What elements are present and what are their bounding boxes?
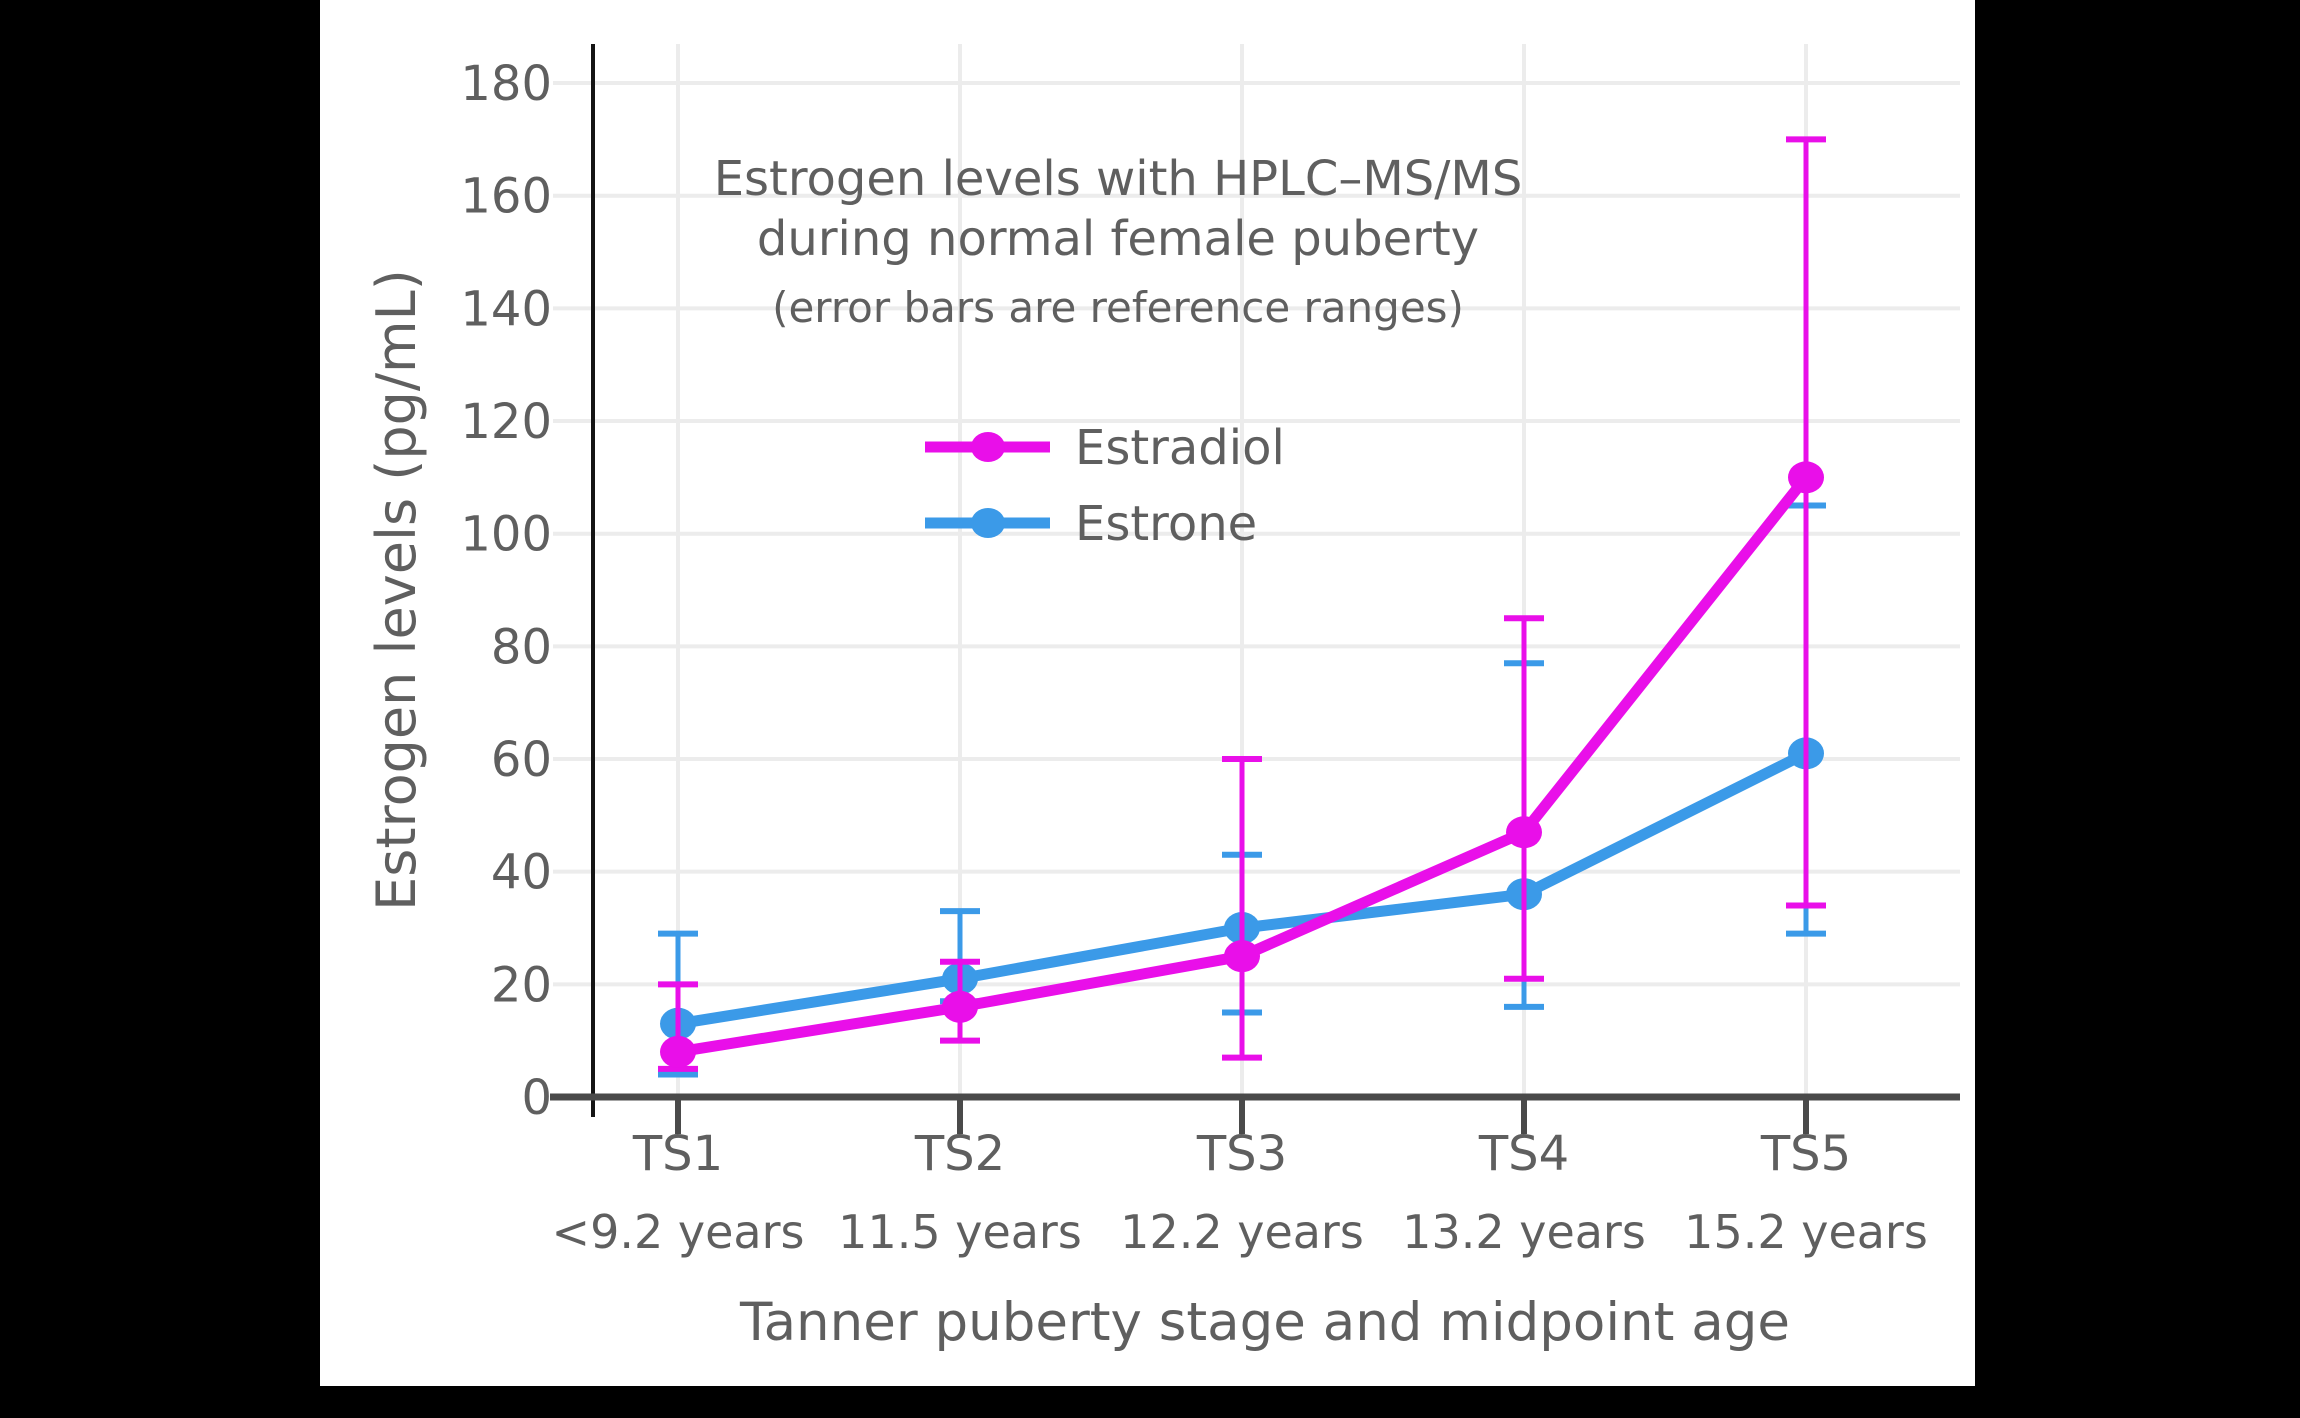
data-point-marker: [1224, 940, 1260, 973]
x-tick-sublabel: 13.2 years: [1402, 1205, 1646, 1259]
x-axis-title: Tanner puberty stage and midpoint age: [739, 1292, 1790, 1353]
x-tick-sublabel: 12.2 years: [1120, 1205, 1364, 1259]
x-tick-label: TS5: [1760, 1126, 1851, 1182]
x-tick-label: TS3: [1196, 1126, 1287, 1182]
y-tick-label: 100: [460, 507, 552, 563]
data-point-marker: [1788, 461, 1824, 494]
data-point-marker: [942, 990, 978, 1023]
y-tick-label: 160: [460, 169, 552, 225]
legend-label: Estrone: [1075, 496, 1257, 552]
chart-dynamic-layer: 0 20 40 60 80 100 120 140 160 180 TS1 <9.2 years TS2…: [320, 0, 1975, 1386]
x-tick-sublabel: <9.2 years: [552, 1205, 805, 1259]
chart-panel-background: [320, 0, 1975, 1386]
y-tick-label: 60: [491, 732, 552, 788]
chart-title-line1: Estrogen levels with HPLC–MS/MS: [714, 151, 1523, 207]
legend-marker-dot: [971, 508, 1005, 538]
x-tick-label: TS4: [1478, 1126, 1569, 1182]
data-point-marker: [1506, 816, 1542, 849]
y-axis-title: Estrogen levels (pg/mL): [365, 269, 428, 911]
y-tick-label: 40: [491, 845, 552, 901]
chart-title-line2: during normal female puberty: [757, 211, 1479, 267]
y-tick-label: 180: [460, 56, 552, 112]
x-tick-label: TS2: [914, 1126, 1005, 1182]
x-tick-label: TS1: [632, 1126, 723, 1182]
legend-marker-dot: [971, 432, 1005, 462]
chart-subtitle: (error bars are reference ranges): [772, 283, 1464, 332]
y-tick-label: 80: [491, 619, 552, 675]
y-tick-label: 140: [460, 281, 552, 337]
y-tick-label: 120: [460, 394, 552, 450]
x-tick-sublabel: 15.2 years: [1684, 1205, 1928, 1259]
legend-label: Estradiol: [1075, 420, 1285, 476]
x-tick-sublabel: 11.5 years: [838, 1205, 1082, 1259]
data-point-marker: [660, 1035, 696, 1068]
y-tick-label: 20: [491, 957, 552, 1013]
y-tick-label: 0: [521, 1070, 552, 1126]
